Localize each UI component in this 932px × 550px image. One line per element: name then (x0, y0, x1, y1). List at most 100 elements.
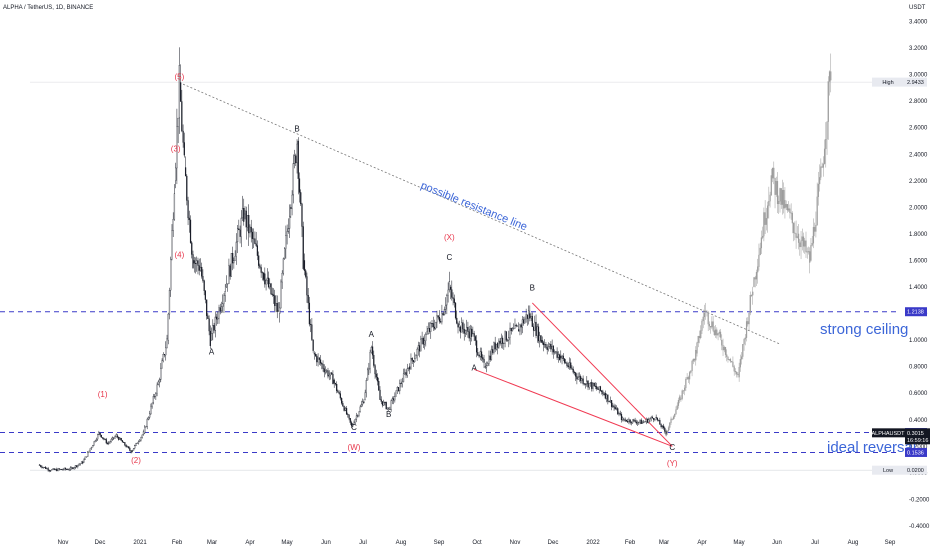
candle-body (415, 355, 417, 359)
candle-body (483, 358, 485, 363)
candle-body (78, 464, 80, 466)
candle-body (302, 226, 304, 269)
candle-body (67, 469, 69, 470)
y-tick-label: 2.2000 (909, 179, 928, 185)
wave-label: B (294, 124, 299, 133)
candle-body (386, 407, 389, 410)
projection-candle-body (794, 232, 796, 234)
candle-body (347, 413, 349, 415)
candle-body (515, 324, 517, 327)
candle-body (225, 283, 228, 288)
candle-body (571, 367, 573, 370)
candle-body (147, 417, 150, 420)
projection-candle-body (811, 243, 813, 246)
candle-body (623, 419, 625, 421)
projection-candle-body (741, 356, 743, 360)
candle-body (333, 379, 335, 384)
candle-body (281, 272, 283, 283)
candle-body (410, 358, 412, 370)
candle-body (104, 439, 106, 441)
candle-body (172, 219, 174, 231)
projection-candle-body (682, 390, 685, 392)
candle-body (362, 401, 364, 405)
projection-candle-body (707, 312, 709, 325)
x-tick-label: Aug (848, 540, 859, 546)
candle-body (422, 337, 424, 345)
candle-body (634, 419, 636, 423)
candle-body (248, 215, 250, 234)
price-axis[interactable]: 3.4000 3.2000 3.0000 2.8000 2.6000 2.4000 2.20… (909, 20, 930, 530)
candle-body (357, 415, 359, 417)
candle-body (128, 446, 130, 449)
candle-body (50, 470, 52, 472)
candle-body (370, 347, 372, 353)
candle-body (328, 375, 330, 377)
candle-body (359, 406, 361, 413)
candle-body (451, 289, 453, 298)
wave-label: (W) (348, 443, 361, 452)
candle-body (194, 263, 197, 264)
wave-label: (5) (174, 73, 184, 82)
candle-body (453, 298, 455, 304)
candle-body (358, 411, 360, 416)
resistance-trendline (179, 82, 781, 345)
ref-high-tag (872, 77, 905, 87)
wave-label: (X) (444, 233, 455, 242)
candle-body (384, 401, 386, 403)
candle-body (592, 382, 594, 389)
candle-body (478, 355, 480, 357)
candle-body (640, 419, 642, 424)
candle-body (155, 393, 157, 397)
time-axis[interactable]: Nov Dec 2021 Feb Mar Apr May Jun Jul Aug Sep Oct Nov… (58, 540, 896, 546)
candle-body (414, 358, 416, 363)
candle-body (641, 422, 644, 424)
projection-candle-body (752, 291, 754, 296)
candle-body (360, 404, 363, 408)
candle-body (229, 265, 231, 277)
projection-candle-body (688, 372, 691, 380)
candle-body (42, 467, 44, 468)
candle-body (394, 396, 396, 401)
y-tick-label: 0.6000 (909, 391, 928, 397)
candle-body (416, 349, 418, 356)
candle-body (301, 203, 303, 227)
candle-body (511, 328, 514, 332)
candle-body (658, 419, 660, 421)
candle-body (480, 351, 483, 358)
candle-body (541, 339, 543, 343)
projection-candle-body (696, 342, 698, 354)
projection-candle-body (809, 251, 811, 263)
candle-body (604, 393, 606, 399)
candle-body (352, 424, 354, 427)
candle-body (217, 318, 219, 320)
candle-body (411, 358, 413, 361)
candle-body (41, 466, 43, 468)
candle-body (162, 354, 164, 361)
candle-body (462, 322, 464, 330)
projection-candle-body (727, 356, 729, 360)
candle-body (369, 352, 371, 369)
projection-candle-body (732, 361, 734, 367)
projection-candle-body (672, 416, 675, 420)
projection-candle-body (757, 266, 759, 273)
candle-body (265, 280, 267, 285)
projection-candle-body (685, 379, 687, 389)
candle-body (68, 469, 70, 471)
projection-candle-body (784, 200, 786, 209)
candle-body (556, 351, 558, 358)
candle-body (45, 466, 47, 469)
candle-body (276, 303, 278, 312)
candle-body (461, 322, 463, 333)
candle-body (324, 370, 327, 373)
candle-body (562, 355, 564, 359)
candle-body (484, 366, 486, 368)
projection-candle-body (731, 361, 733, 363)
candle-body (228, 265, 230, 284)
candle-body (255, 243, 257, 246)
last-price-box (905, 428, 930, 445)
candle-body (43, 466, 46, 468)
candle-body (452, 297, 454, 299)
wave-label: (4) (174, 250, 184, 259)
